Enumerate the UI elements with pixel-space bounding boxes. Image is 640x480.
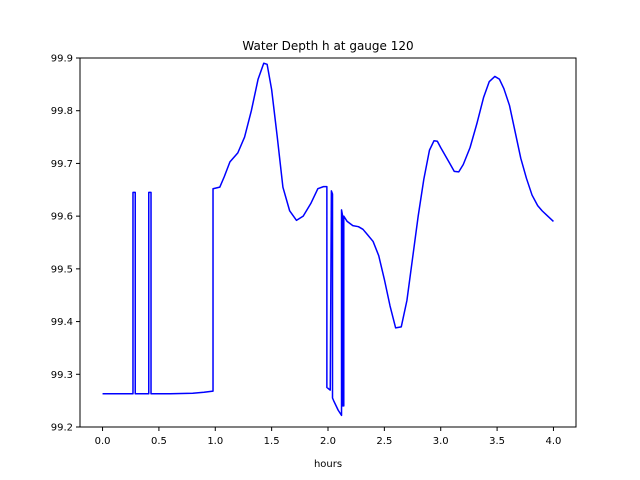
x-tick-label: 2.0 bbox=[320, 436, 336, 447]
y-tick-label: 99.2 bbox=[51, 423, 73, 434]
y-tick-label: 99.6 bbox=[51, 212, 73, 223]
x-tick-label: 1.0 bbox=[207, 436, 223, 447]
chart-title: Water Depth h at gauge 120 bbox=[242, 39, 413, 53]
x-tick-label: 0.5 bbox=[151, 436, 167, 447]
y-axis: 99.2 99.3 99.4 99.5 99.6 99.7 99.8 99.9 bbox=[51, 54, 80, 434]
series-line-1 bbox=[102, 62, 554, 417]
x-tick-label: 0.0 bbox=[95, 436, 111, 447]
x-tick-label: 4.0 bbox=[546, 436, 562, 447]
y-tick-label: 99.5 bbox=[51, 264, 73, 275]
y-tick-label: 99.9 bbox=[51, 54, 73, 65]
x-axis: 0.0 0.5 1.0 1.5 2.0 2.5 3.0 3.5 4.0 bbox=[95, 427, 562, 447]
x-axis-label: hours bbox=[314, 459, 342, 470]
x-tick-label: 3.5 bbox=[489, 436, 505, 447]
y-tick-label: 99.7 bbox=[51, 159, 73, 170]
x-tick-label: 2.5 bbox=[376, 436, 392, 447]
plot-layer bbox=[102, 62, 554, 417]
y-tick-label: 99.8 bbox=[51, 106, 73, 117]
x-tick-label: 3.0 bbox=[433, 436, 449, 447]
x-tick-label: 1.5 bbox=[264, 436, 280, 447]
y-tick-label: 99.4 bbox=[51, 317, 73, 328]
y-tick-label: 99.3 bbox=[51, 370, 73, 381]
